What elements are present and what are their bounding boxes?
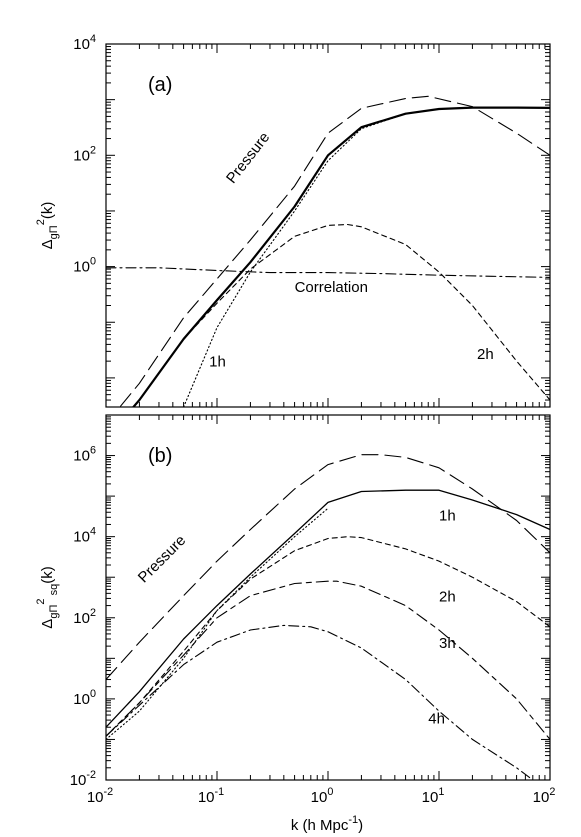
panel-b: 106 104 102 100 10-210-2 10-1 100 101 102 (b) Pres… — [35, 414, 556, 806]
y-tick-label: 102 — [73, 144, 96, 164]
series-line-long-dash-0 — [119, 95, 550, 407]
annotation-label: 2h — [439, 589, 456, 606]
series-line-solid-1 — [106, 489, 550, 728]
y-tick-label: 104 — [73, 33, 96, 53]
panel-label: (a) — [148, 74, 172, 96]
x-tick-label: 10-1 — [198, 786, 224, 806]
y-tick-label: 10-2 — [70, 769, 96, 789]
annotation-label: 3h — [439, 635, 456, 652]
annotation-label: 4h — [428, 710, 445, 727]
annotation-label: Pressure — [135, 532, 189, 586]
series-line-long-dash-0 — [106, 454, 550, 681]
panel-label: (b) — [148, 445, 172, 467]
y-tick-label: 104 — [73, 526, 96, 546]
series-line-short-dash-3 — [132, 223, 550, 407]
y-tick-label: 106 — [73, 445, 96, 465]
annotation-label: 1h — [439, 508, 456, 525]
x-axis-label: k (h Mpc-1) — [291, 814, 363, 834]
y-axis-label: ΔgΠ2(k) — [35, 202, 60, 250]
y-axis-label: ΔgΠ2 sq(k) — [35, 566, 60, 628]
series-line-dash-dot-5 — [106, 624, 534, 780]
series-group — [106, 454, 550, 780]
y-tick-label: 102 — [73, 607, 96, 627]
x-tick-label: 10-2 — [87, 786, 113, 806]
annotation-label: Correlation — [295, 279, 368, 296]
x-tick-label: 100 — [311, 786, 334, 806]
series-line-dash-long-short-4 — [106, 580, 550, 740]
axis-ticks — [105, 414, 551, 781]
annotation-label: 1h — [209, 354, 226, 371]
series-line-dotted-2 — [106, 507, 329, 740]
annotation-label: 2h — [477, 346, 494, 363]
series-group — [106, 95, 550, 407]
y-tick-label: 100 — [73, 688, 96, 708]
x-tick-label: 102 — [533, 786, 556, 806]
x-tick-label: 101 — [422, 786, 445, 806]
y-tick-label: 100 — [73, 256, 96, 276]
series-line-short-dash-3 — [106, 536, 550, 737]
plot-frame — [105, 414, 551, 781]
series-line-dash-dot-4 — [106, 267, 550, 278]
panel-a: 104 102 100 (a) Pressure Correlation 1h 2h ΔgΠ2(… — [35, 33, 551, 408]
series-line-thick-solid-1 — [131, 106, 550, 407]
annotation-label: Pressure — [223, 129, 273, 187]
plot-frame — [105, 43, 551, 408]
